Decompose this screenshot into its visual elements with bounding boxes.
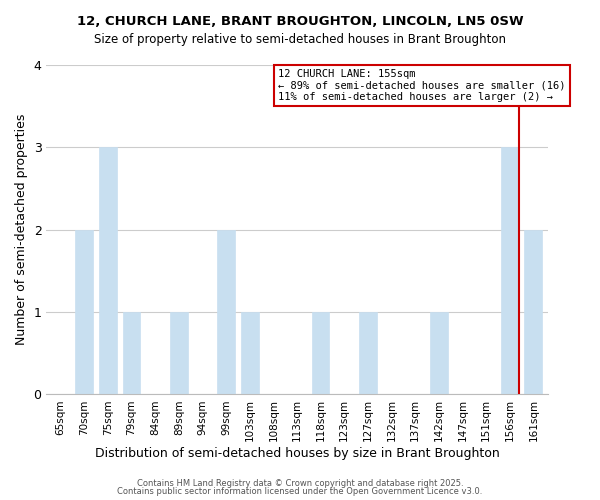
Bar bbox=[312, 312, 329, 394]
Bar bbox=[501, 148, 518, 394]
Text: Size of property relative to semi-detached houses in Brant Broughton: Size of property relative to semi-detach… bbox=[94, 32, 506, 46]
Bar bbox=[170, 312, 188, 394]
Bar bbox=[524, 230, 542, 394]
Bar bbox=[217, 230, 235, 394]
Bar bbox=[99, 148, 117, 394]
Bar bbox=[430, 312, 448, 394]
X-axis label: Distribution of semi-detached houses by size in Brant Broughton: Distribution of semi-detached houses by … bbox=[95, 447, 499, 460]
Text: 12, CHURCH LANE, BRANT BROUGHTON, LINCOLN, LN5 0SW: 12, CHURCH LANE, BRANT BROUGHTON, LINCOL… bbox=[77, 15, 523, 28]
Y-axis label: Number of semi-detached properties: Number of semi-detached properties bbox=[15, 114, 28, 346]
Bar bbox=[76, 230, 93, 394]
Text: 12 CHURCH LANE: 155sqm
← 89% of semi-detached houses are smaller (16)
11% of sem: 12 CHURCH LANE: 155sqm ← 89% of semi-det… bbox=[278, 69, 566, 102]
Bar bbox=[359, 312, 377, 394]
Text: Contains public sector information licensed under the Open Government Licence v3: Contains public sector information licen… bbox=[118, 487, 482, 496]
Bar bbox=[241, 312, 259, 394]
Text: Contains HM Land Registry data © Crown copyright and database right 2025.: Contains HM Land Registry data © Crown c… bbox=[137, 478, 463, 488]
Bar bbox=[122, 312, 140, 394]
